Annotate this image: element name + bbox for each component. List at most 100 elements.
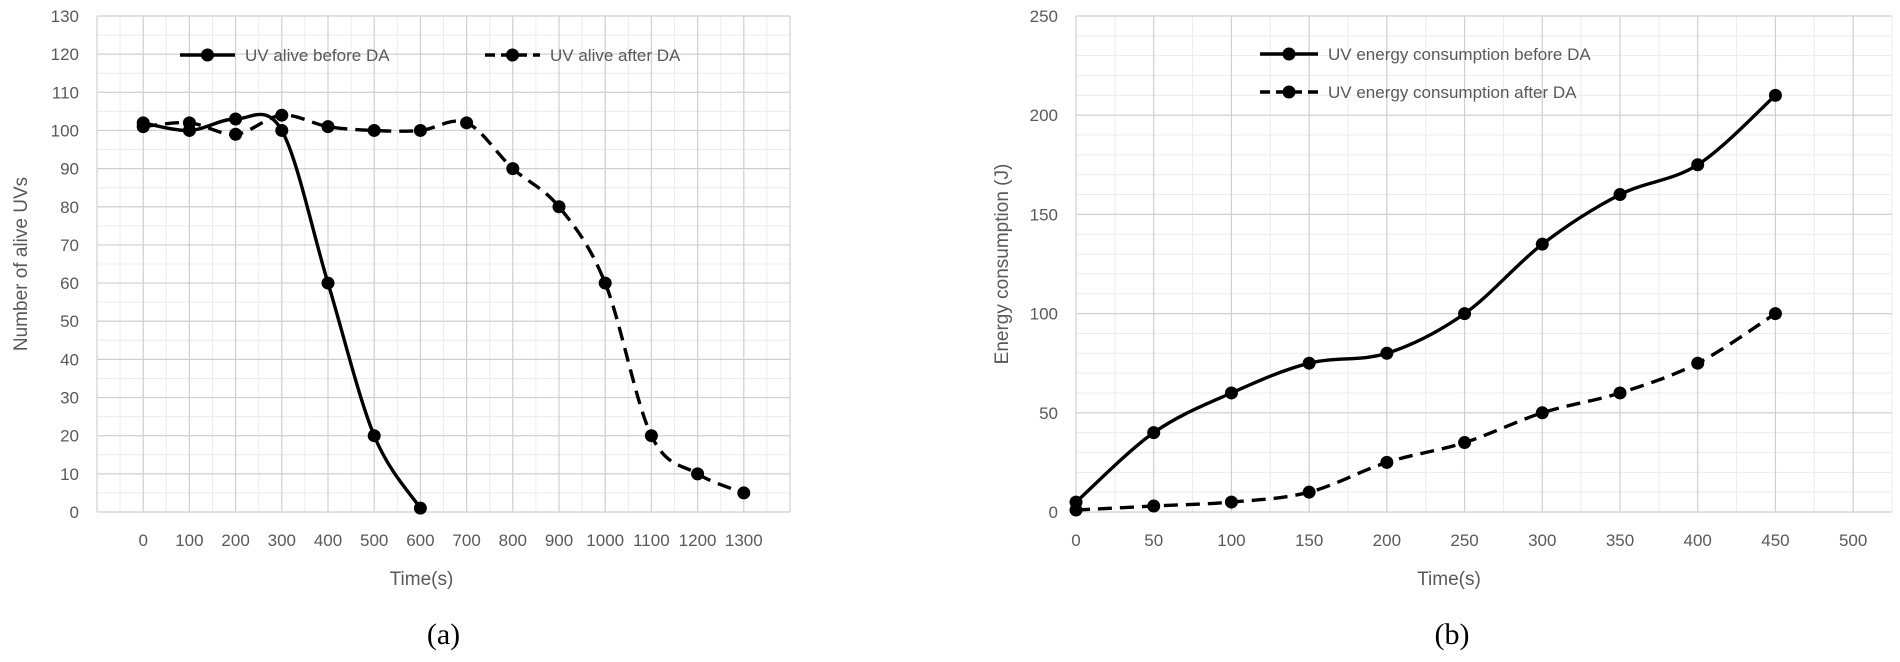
data-point (275, 123, 289, 137)
x-tick-label: 0 (138, 531, 147, 550)
data-point (1069, 503, 1083, 517)
legend-label: UV alive after DA (550, 46, 681, 65)
y-tick-label: 20 (60, 427, 79, 446)
data-point (136, 120, 150, 134)
y-tick-label: 120 (51, 45, 79, 64)
data-point (1691, 356, 1705, 370)
data-point (229, 127, 243, 141)
data-point (367, 429, 381, 443)
x-tick-label: 350 (1606, 531, 1634, 550)
x-tick-label: 600 (406, 531, 434, 550)
x-tick-label: 0 (1071, 531, 1080, 550)
x-tick-label: 450 (1761, 531, 1789, 550)
data-point (1224, 386, 1238, 400)
y-tick-label: 250 (1030, 7, 1058, 26)
legend-label: UV alive before DA (245, 46, 390, 65)
y-tick-label: 80 (60, 198, 79, 217)
chart-b: 0 50 100 150 200 250 0 50 100 150 200 250 300 350 400 4… (992, 7, 1893, 651)
y-tick-label: 90 (60, 160, 79, 179)
y-tick-label: 50 (60, 312, 79, 331)
data-point (460, 116, 474, 130)
y-tick-label: 200 (1030, 106, 1058, 125)
y-tick-label: 40 (60, 350, 79, 369)
data-point (413, 501, 427, 515)
x-tick-label: 500 (1839, 531, 1867, 550)
x-axis-title: Time(s) (390, 569, 454, 590)
data-point (275, 108, 289, 122)
data-point (1147, 499, 1161, 513)
data-point (367, 123, 381, 137)
legend-marker (201, 48, 214, 62)
y-tick-label: 130 (51, 7, 79, 26)
data-point (229, 112, 243, 126)
x-tick-label: 1000 (586, 531, 624, 550)
x-tick-label: 800 (499, 531, 527, 550)
series-line-after-da (1075, 312, 1777, 512)
x-axis-title: Time(s) (1417, 569, 1481, 590)
x-tick-label: 50 (1144, 531, 1163, 550)
data-point (1613, 386, 1627, 400)
data-point (1147, 426, 1161, 440)
x-tick-label: 200 (1373, 531, 1401, 550)
x-tick-label: 300 (268, 531, 296, 550)
y-tick-label: 60 (60, 274, 79, 293)
legend-marker (1282, 47, 1296, 61)
x-tick-label: 300 (1528, 531, 1556, 550)
x-tick-label: 1100 (633, 531, 670, 550)
data-point (1535, 406, 1549, 420)
panel-label: (a) (427, 618, 460, 651)
legend-marker (1282, 85, 1296, 99)
data-point (321, 120, 335, 134)
y-tick-label: 100 (1030, 305, 1058, 324)
x-tick-label: 100 (175, 531, 203, 550)
y-tick-label: 10 (60, 465, 79, 484)
data-point (1691, 158, 1705, 172)
data-point (1613, 188, 1627, 202)
y-axis-title: Energy consumption (J) (992, 164, 1013, 365)
data-point (1380, 455, 1394, 469)
x-tick-label: 150 (1295, 531, 1323, 550)
y-axis-title: Number of alive UVs (11, 177, 32, 351)
plot-area (1076, 16, 1892, 512)
legend-label: UV energy consumption before DA (1328, 45, 1591, 64)
data-point (321, 276, 335, 290)
x-tick-label: 200 (221, 531, 249, 550)
data-point (644, 429, 658, 443)
data-point (691, 467, 705, 481)
y-tick-label: 0 (1049, 503, 1058, 522)
x-tick-label: 400 (314, 531, 342, 550)
data-point (1768, 307, 1782, 321)
data-point (182, 116, 196, 130)
data-point (1768, 88, 1782, 102)
data-point (506, 162, 520, 176)
x-tick-label: 700 (452, 531, 480, 550)
data-point (598, 276, 612, 290)
legend-marker (506, 48, 519, 62)
x-tick-label: 1200 (679, 531, 717, 550)
y-tick-label: 50 (1039, 404, 1058, 423)
y-tick-label: 150 (1030, 205, 1058, 224)
panel-label: (b) (1435, 618, 1470, 651)
data-point (737, 486, 751, 500)
data-point (1458, 436, 1472, 450)
x-tick-label: 400 (1684, 531, 1712, 550)
y-tick-label: 110 (52, 83, 79, 102)
data-point (1302, 356, 1316, 370)
data-point (1535, 237, 1549, 251)
data-point (413, 123, 427, 137)
data-point (1458, 307, 1472, 321)
legend-label: UV energy consumption after DA (1328, 83, 1577, 102)
x-tick-label: 500 (360, 531, 388, 550)
data-point (1302, 485, 1316, 499)
data-point (552, 200, 566, 214)
y-tick-label: 0 (70, 503, 79, 522)
x-tick-label: 250 (1450, 531, 1478, 550)
y-tick-label: 70 (60, 236, 79, 255)
series-line-before-da (1074, 94, 1777, 504)
x-tick-label: 1300 (725, 531, 763, 550)
data-point (1224, 495, 1238, 509)
x-tick-label: 900 (545, 531, 573, 550)
data-point (1380, 346, 1394, 360)
